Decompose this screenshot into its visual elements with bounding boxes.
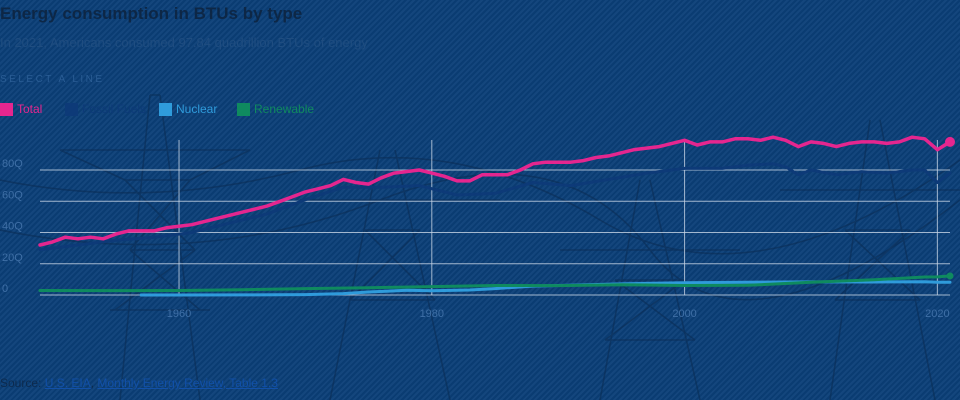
y-tick-label: 60Q xyxy=(2,189,23,201)
legend-item-renewable[interactable]: Renewable xyxy=(237,102,327,116)
legend-label-fossil-fuels: Fossil Fuels xyxy=(82,102,147,116)
series-line-total[interactable] xyxy=(38,135,952,247)
y-tick-label: 40Q xyxy=(2,221,23,233)
select-line-label: SELECT A LINE xyxy=(0,74,105,85)
legend-label-total: Total xyxy=(17,102,43,116)
legend-swatch-total xyxy=(0,102,13,116)
y-tick-label: 20Q xyxy=(2,252,23,264)
legend-item-total[interactable]: Total xyxy=(0,102,65,116)
chart-gridlines xyxy=(40,140,950,296)
x-tick-label: 2000 xyxy=(672,308,696,320)
legend-swatch-fossil-fuels xyxy=(65,102,78,116)
legend-item-nuclear[interactable]: Nuclear xyxy=(159,102,237,116)
chart-tick-labels: 0 20Q 40Q 60Q 80Q 1960 1980 2000 2020 xyxy=(2,158,950,320)
y-tick-label: 0 xyxy=(2,283,8,295)
series-line-fossil-fuels[interactable] xyxy=(38,162,952,252)
legend-label-nuclear: Nuclear xyxy=(176,102,218,116)
legend-item-fossil-fuels[interactable]: Fossil Fuels xyxy=(65,102,159,116)
x-tick-label: 1960 xyxy=(167,308,191,320)
series-endpoint-total xyxy=(945,136,955,147)
chart-title: Energy consumption in BTUs by type xyxy=(0,4,303,23)
series-selector-legend: Total Fossil Fuels Nuclear Renewable xyxy=(0,102,327,116)
legend-swatch-renewable xyxy=(237,102,250,116)
series-line-nuclear[interactable] xyxy=(139,280,952,297)
source-link-eia[interactable]: U.S. EIA xyxy=(44,376,91,390)
source-link-review[interactable]: Monthly Energy Review, Table 1.3 xyxy=(97,376,278,390)
series-endpoint-renewable xyxy=(946,272,954,280)
x-tick-label: 2020 xyxy=(925,308,949,320)
legend-label-renewable: Renewable xyxy=(254,102,315,116)
source-prefix: Source: xyxy=(0,376,42,390)
chart-subtitle: In 2021, Americans consumed 97.84 quadri… xyxy=(0,35,368,50)
y-tick-label: 80Q xyxy=(2,158,23,170)
chart-series xyxy=(38,135,955,297)
source-note: Source: U.S. EIA, Monthly Energy Review,… xyxy=(0,376,278,390)
x-tick-label: 1980 xyxy=(420,308,444,320)
legend-swatch-nuclear xyxy=(159,102,172,116)
series-line-renewable[interactable] xyxy=(38,274,952,293)
